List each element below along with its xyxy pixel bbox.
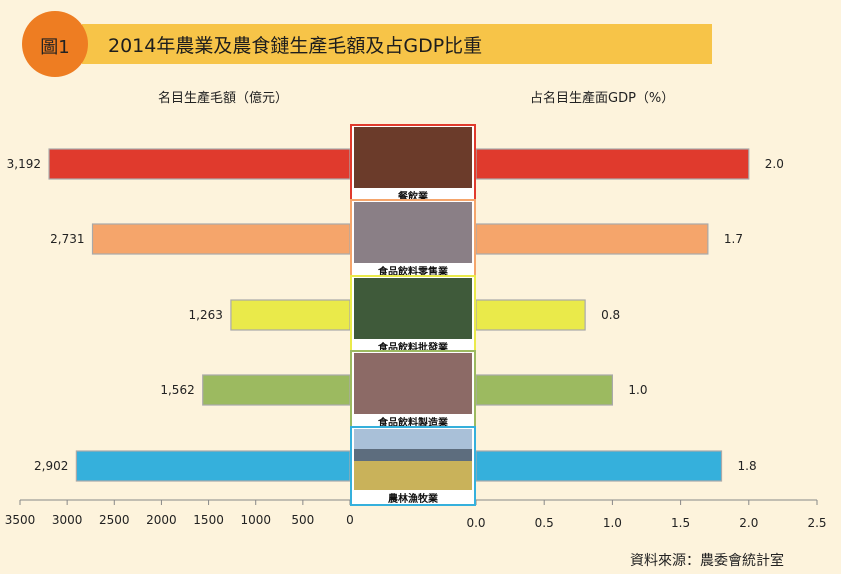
category-label: 食品飲料零售業 [377,265,449,278]
left-bar [48,148,351,180]
right-bar-value: 1.8 [738,459,757,473]
category-photo [354,202,472,263]
left-bar-value: 1,263 [189,308,223,322]
left-bar-value: 2,731 [50,232,84,246]
right-tick-label: 1.5 [671,516,690,530]
figure-badge: 圖1 [22,11,88,77]
category-label: 食品飲料製造業 [377,416,449,429]
left-bar [202,374,351,406]
right-axis-title: 占名目生產面GDP（%） [530,91,675,106]
left-bar-value: 3,192 [7,157,41,171]
right-bar-value: 0.8 [601,308,620,322]
right-tick-label: 0.0 [466,516,485,530]
right-tick-label: 2.0 [739,516,758,530]
category-photo [354,127,472,188]
left-bar [230,299,351,331]
photo-sky [354,429,472,449]
source-note: 資料來源：農委會統計室 [630,553,784,569]
right-bar [475,148,750,180]
chart-title: 2014年農業及農食鏈生產毛額及占GDP比重 [108,35,483,57]
right-tick-label: 0.5 [535,516,554,530]
right-bar-value: 1.7 [724,232,743,246]
figure-badge-label: 圖1 [40,37,70,58]
left-axis-title: 名目生產毛額（億元） [158,91,289,106]
left-tick-label: 2500 [99,513,130,527]
left-bar [91,223,351,255]
left-bar-value: 2,902 [34,459,68,473]
right-bar-value: 1.0 [628,383,647,397]
title-bar [82,24,712,64]
photo-mountains [354,449,472,461]
category-label: 農林漁牧業 [388,492,439,505]
left-tick-label: 0 [346,513,354,527]
right-bar-value: 2.0 [765,157,784,171]
left-tick-label: 500 [291,513,314,527]
left-tick-label: 3000 [52,513,83,527]
right-tick-label: 1.0 [603,516,622,530]
left-tick-label: 1500 [193,513,224,527]
left-tick-label: 1000 [240,513,271,527]
right-bar [475,299,586,331]
left-bar [75,450,351,482]
right-bar [475,223,709,255]
left-tick-label: 2000 [146,513,177,527]
category-photo [354,278,472,339]
category-photo [354,353,472,414]
left-tick-label: 3500 [5,513,36,527]
photo-field [354,461,472,490]
right-tick-label: 2.5 [807,516,826,530]
right-bar [475,374,613,406]
right-bar [475,450,723,482]
left-bar-value: 1,562 [160,383,194,397]
